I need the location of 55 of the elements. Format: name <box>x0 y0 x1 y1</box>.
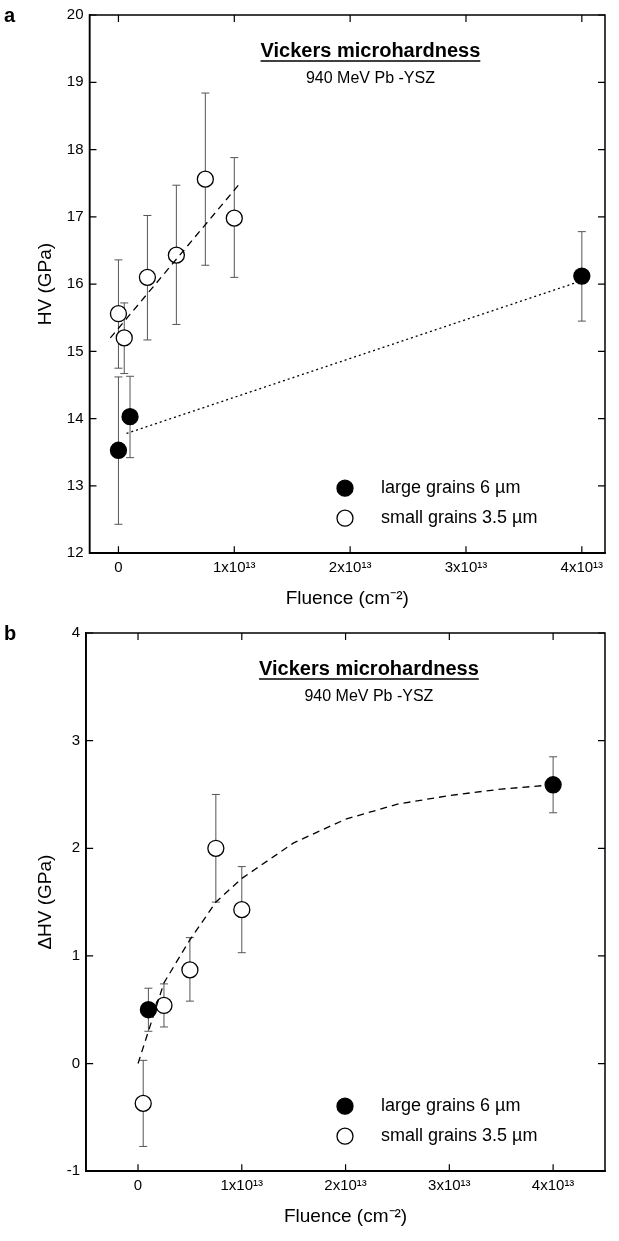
point <box>573 267 591 285</box>
point <box>225 209 243 227</box>
text: 940 MeV Pb -YSZ <box>304 687 434 704</box>
x-tick-label: 0 <box>114 558 123 576</box>
point <box>138 268 157 287</box>
y-tick-label: -1 <box>66 1161 81 1179</box>
legend-label: small grains 3.5 µm <box>381 507 538 528</box>
y-tick-label: 0 <box>71 1053 81 1071</box>
point <box>139 1001 158 1019</box>
text: Vickers microhardness <box>260 39 481 61</box>
y-tick-label: 18 <box>66 139 84 157</box>
y-tick-label: 12 <box>66 543 84 561</box>
point <box>155 996 173 1015</box>
y-tick-label: 13 <box>66 476 84 494</box>
y-tick-label: 17 <box>66 206 84 224</box>
x-tick-label: 2x10¹³ <box>324 1176 367 1194</box>
x-tick-label: 4x10¹³ <box>560 558 604 576</box>
y-tick-label: 20 <box>66 5 84 23</box>
x-tick-label: 3x10¹³ <box>444 558 488 576</box>
x-tick-label: 2x10¹³ <box>328 558 372 576</box>
y-tick-label: 16 <box>66 274 84 292</box>
y-tick-label: 14 <box>66 408 84 426</box>
x-tick-label: 4x10¹³ <box>531 1176 575 1194</box>
point <box>233 900 251 919</box>
y-tick-label: 1 <box>71 946 81 964</box>
point <box>134 1094 152 1113</box>
x-tick-label: 0 <box>133 1176 143 1194</box>
legend-label: large grains 6 µm <box>381 1095 521 1116</box>
x-axis-title: Fluence (cm⁻²) <box>283 1204 408 1226</box>
y-tick-label: 19 <box>66 72 84 90</box>
x-axis-title: Fluence (cm⁻²) <box>285 586 409 608</box>
y-tick-label: 2 <box>71 838 81 856</box>
y-tick-label: 3 <box>71 730 81 748</box>
text: 940 MeV Pb -YSZ <box>305 69 436 86</box>
text: Vickers microhardness <box>259 657 479 679</box>
y-axis-title: ΔHV (GPa) <box>33 854 55 950</box>
point <box>115 329 133 347</box>
y-axis-title: HV (GPa) <box>33 242 55 326</box>
point <box>121 407 139 426</box>
y-tick-label: 15 <box>66 341 84 359</box>
point <box>109 305 128 323</box>
point <box>207 839 225 857</box>
point <box>544 776 562 794</box>
text: a <box>4 4 16 26</box>
point <box>181 961 199 979</box>
x-tick-label: 3x10¹³ <box>428 1176 471 1194</box>
x-tick-label: 1x10¹³ <box>213 558 256 576</box>
legend-label: large grains 6 µm <box>381 477 521 498</box>
text: b <box>4 622 17 644</box>
x-tick-label: 1x10¹³ <box>220 1176 264 1194</box>
legend-label: small grains 3.5 µm <box>381 1125 538 1146</box>
y-tick-label: 4 <box>71 623 81 641</box>
point <box>109 441 128 459</box>
point <box>196 170 214 188</box>
point <box>167 246 186 264</box>
